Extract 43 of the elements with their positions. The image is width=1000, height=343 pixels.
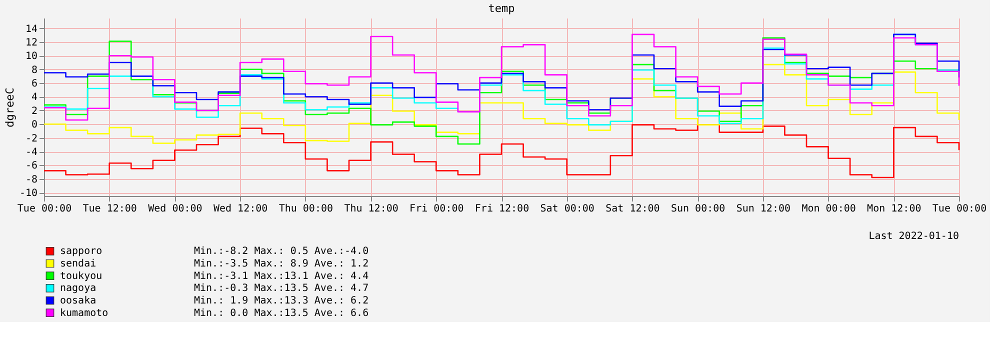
x-tick-label: Thu 00:00 — [278, 204, 334, 214]
y-tick-label: -8 — [25, 174, 38, 186]
y-tick-label: 8 — [31, 64, 38, 76]
y-tick-label: 12 — [25, 37, 38, 48]
legend-label: toukyou — [60, 270, 102, 282]
text: Min.: 0.0 Max.:13.5 Ave.: 6.6 — [194, 308, 369, 319]
text: Min.:-3.1 Max.:13.1 Ave.: 4.4 — [194, 270, 369, 282]
y-tick-label: 2 — [31, 106, 38, 117]
y-tick-label: -6 — [25, 160, 38, 172]
chart-title: temp — [488, 2, 515, 15]
legend-label: kumamoto — [60, 308, 108, 319]
legend-label: sendai — [60, 258, 96, 270]
y-tick-label: 10 — [25, 51, 38, 62]
x-tick-label: Thu 12:00 — [344, 204, 398, 214]
x-tick-label: Fri 12:00 — [474, 204, 530, 214]
text: Min.:-3.5 Max.: 8.9 Ave.: 1.2 — [194, 258, 369, 270]
y-tick-label: 14 — [25, 24, 38, 35]
x-tick-label: Mon 00:00 — [802, 204, 856, 214]
y-tick-label: 6 — [31, 78, 38, 90]
legend-label: oosaka — [60, 296, 96, 306]
x-tick-label: Mon 12:00 — [867, 204, 922, 214]
text: Min.:-8.2 Max.: 0.5 Ave.:-4.0 — [194, 246, 369, 258]
y-tick-label: -4 — [25, 147, 38, 158]
y-tick-label: -2 — [25, 133, 38, 144]
x-tick-label: Sun 00:00 — [670, 204, 726, 214]
text: Min.:-0.3 Max.:13.5 Ave.: 4.7 — [194, 283, 369, 294]
x-tick-label: Sat 12:00 — [606, 204, 660, 214]
legend-label: sapporo — [60, 246, 102, 258]
text: Last 2022-01-10 — [868, 231, 959, 242]
x-tick-label: Sun 12:00 — [736, 204, 791, 214]
x-tick-label: Tue 00:00 — [932, 204, 987, 214]
x-tick-label: Fri 00:00 — [410, 204, 464, 214]
x-tick-label: Tue 12:00 — [82, 204, 137, 214]
text: Min.: 1.9 Max.:13.3 Ave.: 6.2 — [194, 296, 369, 306]
x-tick-label: Tue 00:00 — [17, 204, 72, 214]
y-tick-label: -10 — [19, 188, 38, 200]
y-tick-label: 0 — [31, 120, 38, 131]
y-tick-label: 4 — [31, 92, 38, 104]
legend-label: nagoya — [60, 283, 96, 294]
x-tick-label: Wed 12:00 — [213, 204, 268, 214]
x-tick-label: Sat 00:00 — [540, 204, 594, 214]
x-tick-label: Wed 00:00 — [148, 204, 202, 214]
y-axis-title: dgreeC — [3, 88, 16, 128]
